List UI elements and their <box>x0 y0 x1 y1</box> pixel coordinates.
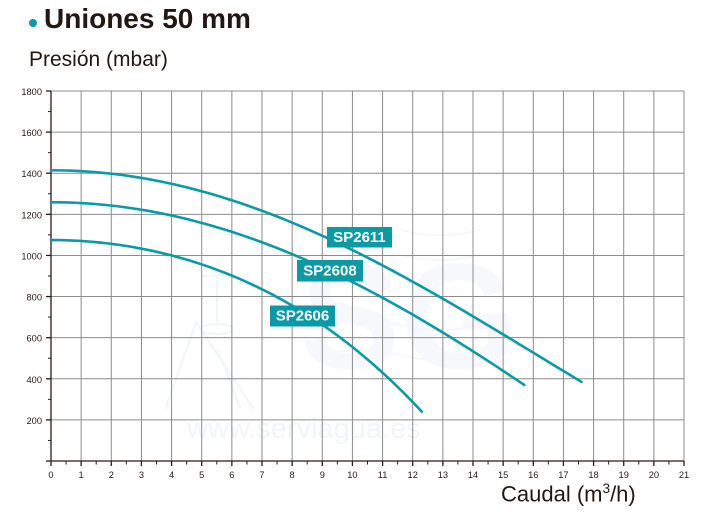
svg-text:16: 16 <box>528 470 538 480</box>
svg-text:3: 3 <box>139 470 144 480</box>
svg-text:5: 5 <box>199 470 204 480</box>
svg-text:17: 17 <box>558 470 568 480</box>
svg-text:11: 11 <box>378 470 388 480</box>
svg-text:12: 12 <box>408 470 418 480</box>
svg-text:20: 20 <box>649 470 659 480</box>
svg-text:7: 7 <box>259 470 264 480</box>
svg-text:1800: 1800 <box>21 87 42 97</box>
svg-text:18: 18 <box>588 470 598 480</box>
svg-text:10: 10 <box>347 470 357 480</box>
svg-text:13: 13 <box>438 470 448 480</box>
svg-text:19: 19 <box>619 470 629 480</box>
svg-text:1: 1 <box>79 470 84 480</box>
svg-text:1400: 1400 <box>21 169 42 179</box>
svg-text:6: 6 <box>229 470 234 480</box>
svg-text:0: 0 <box>48 470 53 480</box>
svg-text:www.serviagua.es: www.serviagua.es <box>186 413 421 445</box>
svg-text:SP2608: SP2608 <box>303 262 356 279</box>
svg-text:600: 600 <box>26 334 42 344</box>
svg-text:400: 400 <box>26 375 42 385</box>
svg-text:8: 8 <box>290 470 295 480</box>
svg-text:9: 9 <box>320 470 325 480</box>
svg-text:SP2611: SP2611 <box>333 229 386 246</box>
svg-text:1200: 1200 <box>21 210 42 220</box>
svg-text:15: 15 <box>498 470 508 480</box>
svg-text:1000: 1000 <box>21 251 42 261</box>
svg-text:1600: 1600 <box>21 128 42 138</box>
svg-text:21: 21 <box>679 470 689 480</box>
svg-text:800: 800 <box>26 293 42 303</box>
svg-text:4: 4 <box>169 470 174 480</box>
svg-text:200: 200 <box>26 416 42 426</box>
svg-text:SP2606: SP2606 <box>276 308 329 325</box>
svg-text:2: 2 <box>109 470 114 480</box>
svg-text:14: 14 <box>468 470 478 480</box>
